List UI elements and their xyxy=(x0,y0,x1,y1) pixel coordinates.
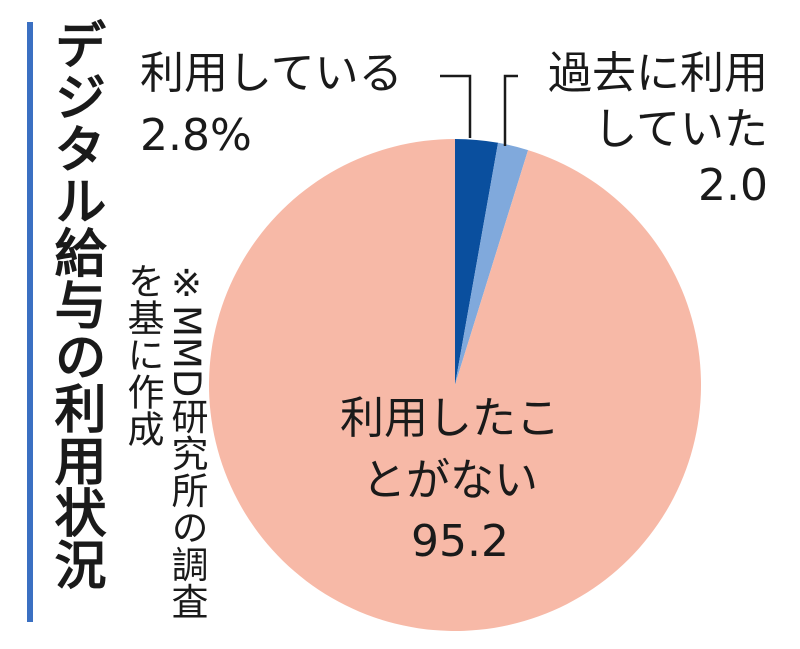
source-note: ※MMD研究所の調査を基に作成 xyxy=(121,262,208,620)
slice-label: 過去に利用していた xyxy=(548,48,768,155)
slice-label: 利用したことがない xyxy=(340,393,560,506)
leader-line xyxy=(440,74,472,138)
value-label: 95.2 xyxy=(411,516,509,567)
chart-title: デジタル給与の利用状況 xyxy=(45,18,105,590)
accent-bar xyxy=(27,22,33,622)
pie-slice xyxy=(455,139,499,385)
value-label: 2.8% xyxy=(140,110,252,161)
pie-slice xyxy=(455,142,529,385)
pie-slice xyxy=(208,138,701,631)
slice-label: 利用している xyxy=(140,48,403,99)
leader-line xyxy=(503,74,518,146)
value-label: 2.0 xyxy=(698,160,768,211)
